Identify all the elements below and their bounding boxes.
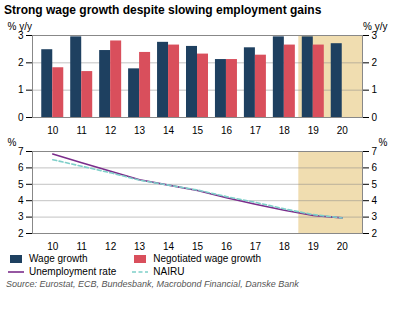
html-text:Strong wage growth despite slo: Strong wage growth despite slowing emplo… [4,3,322,17]
svg-text:5: 5 [18,179,24,190]
svg-text:3: 3 [371,29,378,41]
svg-text:3: 3 [18,211,24,222]
svg-text:19: 19 [308,241,320,251]
html-text:Source: Eurostat, ECB, Bundesb: Source: Eurostat, ECB, Bundesbank, Macro… [6,279,299,289]
svg-text:%: % [379,137,388,148]
svg-text:4: 4 [18,195,24,206]
svg-text:7: 7 [18,146,24,157]
svg-text:11: 11 [77,125,88,135]
svg-text:%: % [8,137,17,148]
svg-text:2: 2 [18,57,24,68]
svg-text:10: 10 [47,125,59,135]
html-text:Negotiated wage growth: Negotiated wage growth [153,253,262,264]
svg-text:% y/y: % y/y [8,21,32,32]
svg-text:% y/y: % y/y [363,21,387,32]
svg-text:2: 2 [372,57,378,68]
svg-text:16: 16 [221,241,233,251]
svg-text:18: 18 [279,125,291,135]
html-text:Unemployment rate: Unemployment rate [29,266,117,277]
svg-text:12: 12 [105,125,117,135]
svg-text:0: 0 [372,112,378,123]
svg-text:11: 11 [77,241,88,251]
svg-text:5: 5 [372,179,378,190]
svg-text:2: 2 [372,228,378,239]
svg-text:18: 18 [279,241,291,251]
svg-text:16: 16 [221,125,233,135]
svg-text:20: 20 [337,125,349,135]
svg-text:19: 19 [308,125,320,135]
svg-text:14: 14 [163,125,175,135]
svg-text:3: 3 [372,211,378,222]
svg-text:0: 0 [18,112,24,123]
svg-text:13: 13 [134,125,146,135]
svg-text:12: 12 [105,241,117,251]
html-text:Wage growth: Wage growth [29,253,88,264]
svg-text:7: 7 [372,146,378,157]
svg-text:14: 14 [163,241,175,251]
svg-text:15: 15 [192,125,204,135]
svg-text:6: 6 [18,162,24,173]
svg-text:2: 2 [18,228,24,239]
svg-text:17: 17 [250,241,262,251]
svg-text:10: 10 [47,241,59,251]
html-text:NAIRU: NAIRU [153,266,185,277]
svg-text:4: 4 [372,195,378,206]
svg-text:13: 13 [134,241,146,251]
svg-text:17: 17 [250,125,262,135]
svg-text:3: 3 [17,29,24,41]
svg-text:1: 1 [372,84,378,95]
svg-text:6: 6 [372,162,378,173]
svg-text:20: 20 [337,241,349,251]
svg-text:15: 15 [192,241,204,251]
svg-text:1: 1 [18,84,24,95]
